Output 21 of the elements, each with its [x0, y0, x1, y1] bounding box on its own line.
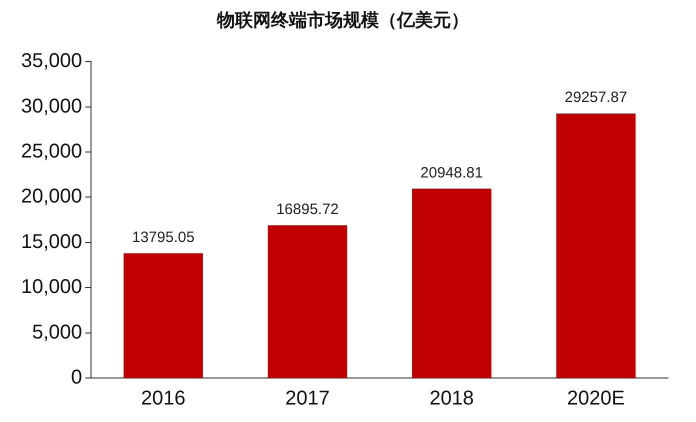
y-tick-label: 35,000 — [21, 50, 82, 72]
y-tick-label: 15,000 — [21, 230, 82, 253]
y-tick-label: 10,000 — [21, 276, 82, 298]
chart-title: 物联网终端市场规模（亿美元） — [216, 10, 469, 30]
x-tick-label: 2020E — [566, 388, 625, 410]
x-tick-label: 2018 — [429, 388, 474, 410]
bar — [268, 225, 348, 378]
x-tick-label: 2016 — [141, 388, 186, 410]
y-tick-label: 5,000 — [32, 321, 82, 344]
bar — [556, 114, 636, 378]
y-tick-label: 0 — [71, 366, 82, 389]
bar — [124, 253, 203, 378]
data-label: 29257.87 — [564, 89, 628, 106]
data-label: 16895.72 — [276, 200, 339, 218]
y-tick-label: 30,000 — [21, 95, 82, 118]
y-tick-label: 25,000 — [21, 140, 82, 163]
y-tick-label: 20,000 — [21, 186, 82, 208]
bar — [412, 188, 492, 378]
x-tick-label: 2017 — [285, 388, 330, 410]
data-label: 13795.05 — [132, 228, 195, 246]
data-label: 20948.81 — [420, 164, 483, 182]
